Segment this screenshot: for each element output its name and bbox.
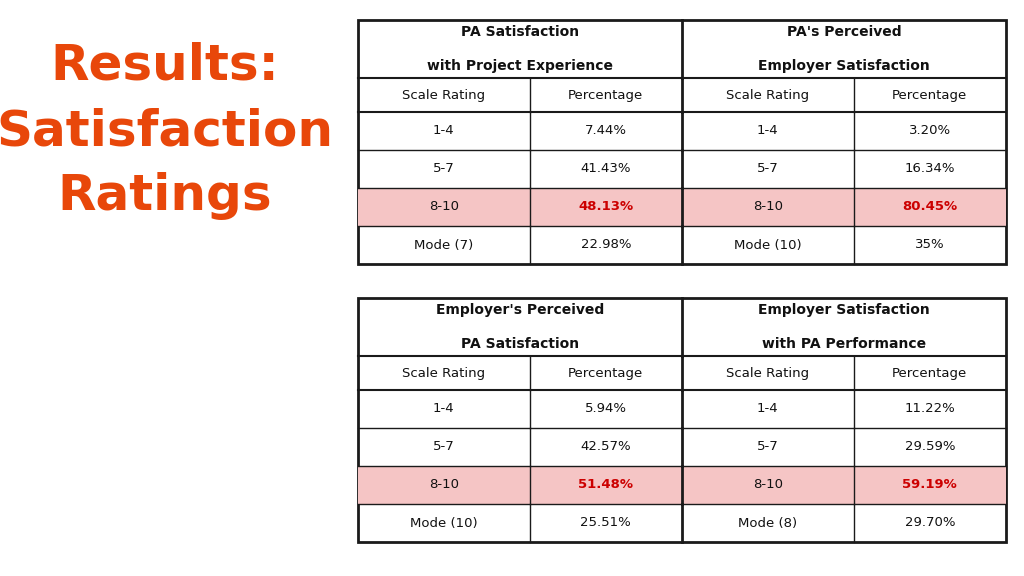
Text: 5-7: 5-7 — [757, 441, 778, 453]
Bar — [358, 298, 1006, 542]
Text: 5-7: 5-7 — [757, 162, 778, 176]
Text: Mode (7): Mode (7) — [415, 238, 473, 252]
Text: 41.43%: 41.43% — [581, 162, 631, 176]
Text: 7.44%: 7.44% — [585, 124, 627, 138]
Text: Employer's Perceived: Employer's Perceived — [436, 302, 604, 317]
Text: Employer Satisfaction: Employer Satisfaction — [758, 302, 930, 317]
Text: 1-4: 1-4 — [757, 403, 778, 415]
Text: Ratings: Ratings — [57, 172, 272, 220]
Text: 11.22%: 11.22% — [904, 403, 955, 415]
Text: 48.13%: 48.13% — [579, 200, 634, 214]
Text: 22.98%: 22.98% — [581, 238, 631, 252]
Text: PA Satisfaction: PA Satisfaction — [461, 25, 579, 39]
Text: Satisfaction: Satisfaction — [0, 107, 334, 155]
Text: 5.94%: 5.94% — [585, 403, 627, 415]
Text: Results:: Results: — [50, 42, 280, 90]
Text: 35%: 35% — [915, 238, 945, 252]
Text: 8-10: 8-10 — [753, 200, 783, 214]
Text: Scale Rating: Scale Rating — [726, 89, 809, 101]
Bar — [358, 466, 1006, 504]
Text: 1-4: 1-4 — [433, 124, 455, 138]
Bar — [358, 188, 1006, 226]
Text: Percentage: Percentage — [892, 89, 968, 101]
Text: 8-10: 8-10 — [753, 479, 783, 491]
Text: 42.57%: 42.57% — [581, 441, 631, 453]
Text: 51.48%: 51.48% — [579, 479, 634, 491]
Text: 1-4: 1-4 — [433, 403, 455, 415]
Text: 29.59%: 29.59% — [904, 441, 955, 453]
Text: 5-7: 5-7 — [433, 441, 455, 453]
Text: 59.19%: 59.19% — [902, 479, 957, 491]
Text: Mode (10): Mode (10) — [410, 517, 477, 529]
Text: Scale Rating: Scale Rating — [402, 366, 485, 380]
Text: Scale Rating: Scale Rating — [402, 89, 485, 101]
Text: Percentage: Percentage — [568, 89, 643, 101]
Text: 29.70%: 29.70% — [904, 517, 955, 529]
Text: 16.34%: 16.34% — [904, 162, 955, 176]
Text: with Project Experience: with Project Experience — [427, 59, 613, 73]
Text: 1-4: 1-4 — [757, 124, 778, 138]
Text: Percentage: Percentage — [892, 366, 968, 380]
Text: with PA Performance: with PA Performance — [762, 338, 926, 351]
Text: Mode (10): Mode (10) — [734, 238, 802, 252]
Text: 5-7: 5-7 — [433, 162, 455, 176]
Text: Employer Satisfaction: Employer Satisfaction — [758, 59, 930, 73]
Text: Percentage: Percentage — [568, 366, 643, 380]
Text: Scale Rating: Scale Rating — [726, 366, 809, 380]
Text: 25.51%: 25.51% — [581, 517, 631, 529]
Text: 8-10: 8-10 — [429, 200, 459, 214]
Text: PA's Perceived: PA's Perceived — [786, 25, 901, 39]
Text: PA Satisfaction: PA Satisfaction — [461, 338, 579, 351]
Text: 3.20%: 3.20% — [908, 124, 951, 138]
Text: 8-10: 8-10 — [429, 479, 459, 491]
Text: 80.45%: 80.45% — [902, 200, 957, 214]
Bar — [358, 20, 1006, 264]
Text: Mode (8): Mode (8) — [738, 517, 798, 529]
